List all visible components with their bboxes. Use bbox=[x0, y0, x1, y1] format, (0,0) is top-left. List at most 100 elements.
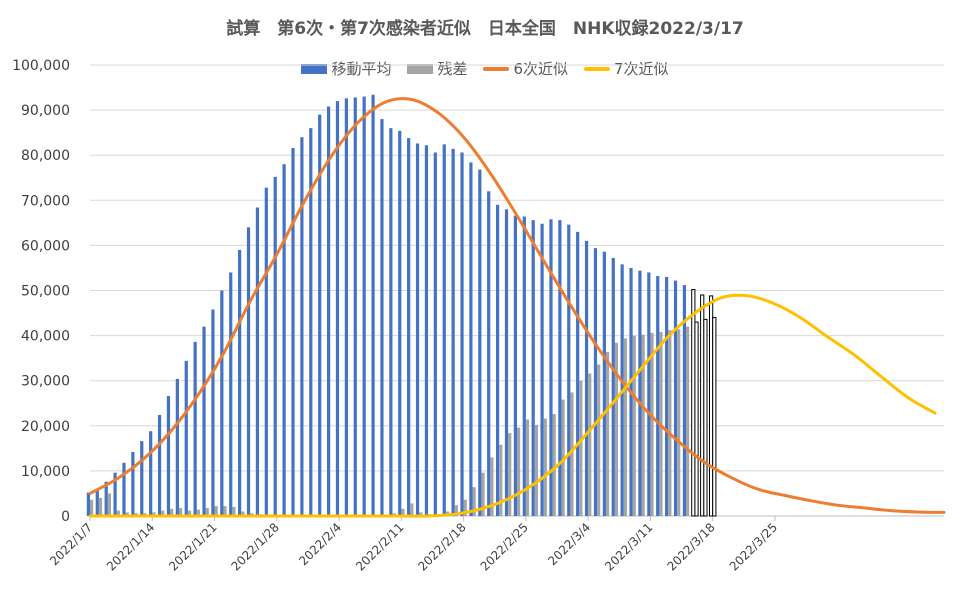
bar-moving-average bbox=[611, 258, 615, 516]
bar-residual bbox=[579, 380, 583, 516]
bar-residual bbox=[410, 503, 414, 516]
bar-moving-average bbox=[469, 162, 473, 516]
bar-moving-average bbox=[522, 216, 526, 516]
bar-residual bbox=[570, 392, 574, 516]
x-tick-label: 2022/3/11 bbox=[602, 520, 655, 573]
bar-moving-average bbox=[496, 204, 500, 516]
bar-residual bbox=[614, 342, 619, 516]
bar-moving-average bbox=[638, 270, 642, 516]
bar-moving-average bbox=[95, 488, 99, 516]
bar-moving-average bbox=[647, 272, 651, 516]
bar-residual bbox=[454, 505, 458, 516]
bar-residual bbox=[116, 510, 120, 516]
bar-residual bbox=[187, 510, 192, 516]
legend-swatch-residual bbox=[407, 63, 434, 74]
bar-moving-average bbox=[309, 128, 313, 516]
x-tick-label: 2022/1/14 bbox=[104, 520, 157, 573]
bar-moving-average bbox=[157, 414, 162, 516]
x-tick-label: 2022/3/4 bbox=[545, 520, 593, 568]
x-tick-label: 2022/3/18 bbox=[664, 520, 717, 573]
bar-residual bbox=[490, 457, 494, 516]
bar-residual bbox=[677, 329, 681, 516]
bar-moving-average bbox=[398, 130, 402, 516]
bar-moving-average bbox=[442, 144, 446, 516]
bar-moving-average bbox=[362, 96, 366, 516]
bar-moving-average bbox=[238, 249, 242, 516]
bar-residual bbox=[641, 334, 645, 516]
bar-residual bbox=[90, 499, 94, 516]
bar-residual bbox=[605, 351, 610, 516]
bar-moving-average bbox=[264, 187, 268, 516]
x-tick-label: 2022/1/7 bbox=[47, 520, 95, 568]
bar-moving-average bbox=[193, 341, 197, 516]
x-tick-label: 2022/2/11 bbox=[353, 520, 406, 573]
bar-moving-average bbox=[149, 431, 153, 516]
bar-residual bbox=[686, 326, 690, 516]
y-tick-label: 90,000 bbox=[21, 103, 70, 119]
bar-residual bbox=[543, 418, 547, 516]
bar-moving-average bbox=[326, 106, 331, 516]
bar-moving-average bbox=[682, 285, 687, 516]
bar-residual bbox=[170, 508, 174, 516]
legend-swatch-moving-average bbox=[301, 63, 328, 74]
bar-residual bbox=[534, 424, 538, 516]
bar-residual bbox=[508, 433, 512, 516]
bar-moving-average bbox=[584, 240, 589, 516]
bar-moving-average bbox=[665, 276, 669, 516]
bar-residual bbox=[232, 506, 236, 516]
bar-residual bbox=[623, 338, 627, 516]
y-tick-label: 20,000 bbox=[21, 419, 70, 435]
y-tick-label: 60,000 bbox=[21, 238, 70, 254]
bar-residual bbox=[588, 373, 592, 516]
bar-moving-average bbox=[540, 223, 544, 516]
bar-residual bbox=[517, 427, 521, 516]
line-6th-approx bbox=[88, 97, 946, 514]
y-tick-label: 100,000 bbox=[12, 58, 70, 74]
bar-moving-average bbox=[567, 224, 571, 517]
bar-moving-average bbox=[344, 98, 348, 517]
bar-projection-residual bbox=[703, 318, 708, 517]
x-tick-label: 2022/1/28 bbox=[229, 520, 282, 573]
bar-residual bbox=[552, 414, 556, 516]
bar-residual bbox=[401, 508, 405, 516]
x-tick-label: 2022/2/25 bbox=[478, 520, 531, 573]
bar-moving-average bbox=[380, 119, 384, 517]
bar-residual bbox=[419, 512, 423, 516]
bar-residual bbox=[214, 506, 218, 516]
bar-moving-average bbox=[300, 137, 304, 516]
legend-swatch-7th-approx bbox=[584, 66, 611, 71]
bar-moving-average bbox=[602, 251, 606, 517]
bar-moving-average bbox=[558, 220, 562, 517]
x-tick-label: 2022/1/21 bbox=[166, 520, 219, 573]
bar-moving-average bbox=[576, 231, 580, 516]
bar-moving-average bbox=[140, 441, 144, 516]
bar-moving-average bbox=[113, 472, 117, 516]
bar-residual bbox=[107, 493, 111, 516]
y-tick-label: 50,000 bbox=[21, 284, 70, 300]
bar-moving-average bbox=[282, 164, 286, 516]
bar-moving-average bbox=[273, 176, 277, 516]
bar-residual bbox=[178, 507, 183, 516]
y-tick-label: 40,000 bbox=[21, 329, 70, 345]
bar-moving-average bbox=[451, 148, 455, 517]
bar-residual bbox=[98, 497, 103, 516]
bar-moving-average bbox=[255, 207, 260, 517]
bar-moving-average bbox=[504, 209, 509, 516]
line-7th-approx bbox=[88, 293, 937, 518]
bar-moving-average bbox=[184, 360, 188, 516]
bar-moving-average bbox=[531, 220, 535, 517]
bar-moving-average bbox=[131, 451, 135, 516]
bar-moving-average bbox=[175, 378, 179, 516]
bar-moving-average bbox=[229, 272, 233, 516]
bar-residual bbox=[650, 332, 654, 516]
bar-moving-average bbox=[389, 128, 393, 516]
y-tick-label: 30,000 bbox=[21, 374, 70, 390]
bar-residual bbox=[125, 512, 129, 516]
bar-moving-average bbox=[86, 492, 90, 516]
bar-moving-average bbox=[335, 101, 340, 516]
bar-moving-average bbox=[460, 152, 464, 516]
x-tick-label: 2022/2/4 bbox=[296, 520, 344, 568]
bar-residual bbox=[668, 330, 672, 516]
